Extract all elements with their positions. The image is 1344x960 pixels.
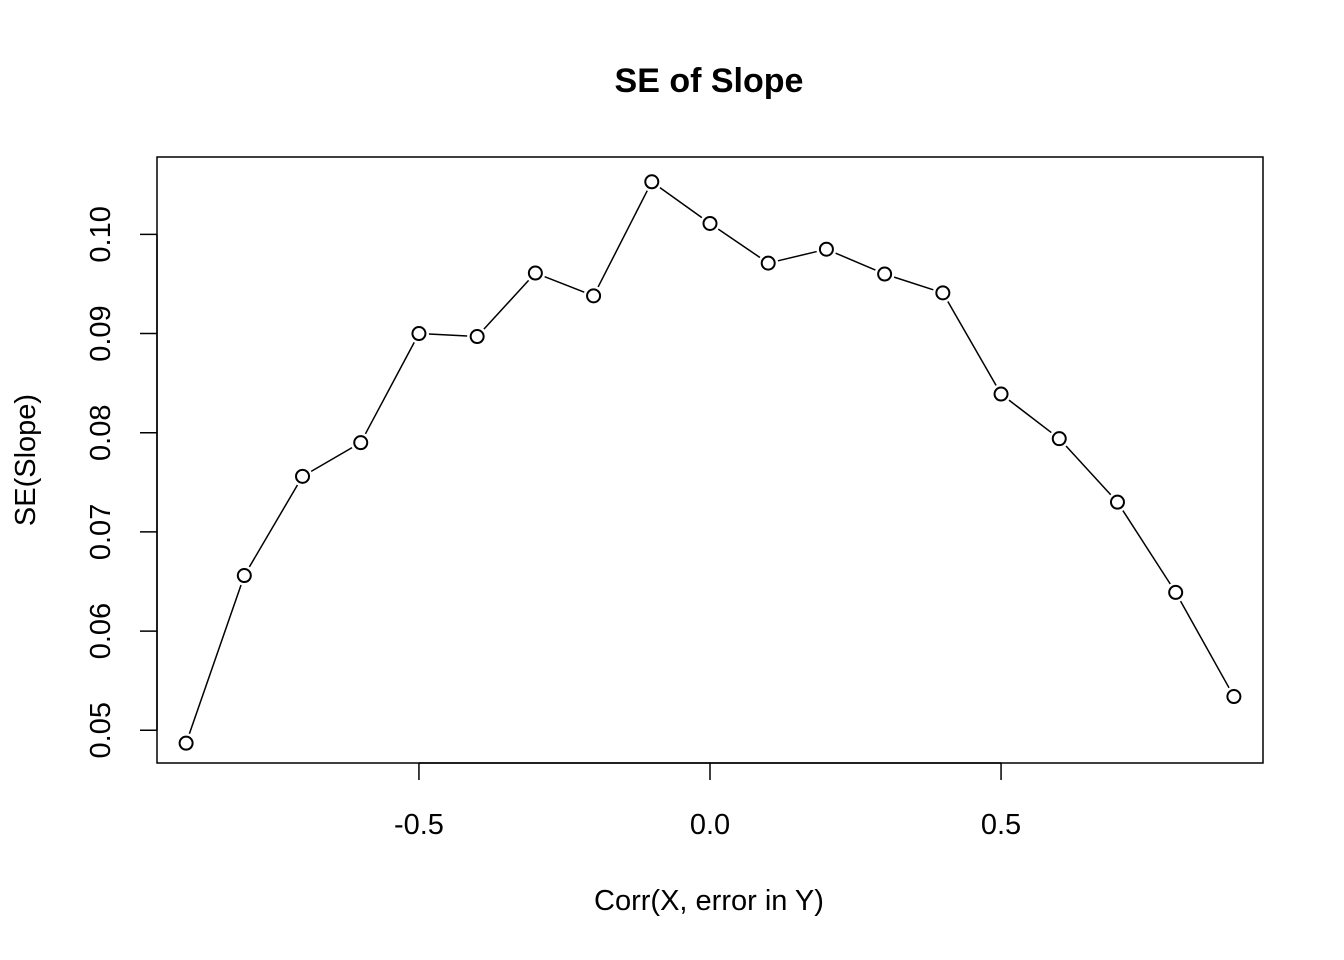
y-tick-label: 0.06 xyxy=(85,603,117,659)
series-segment xyxy=(893,276,934,291)
series-segment xyxy=(717,228,761,259)
x-tick-label: 0.0 xyxy=(690,809,730,841)
data-point xyxy=(527,265,543,281)
series-line xyxy=(188,187,1230,734)
data-point xyxy=(586,288,602,304)
series-points xyxy=(178,174,1242,751)
data-point xyxy=(1051,431,1067,447)
data-point xyxy=(877,266,893,282)
y-tick-label: 0.07 xyxy=(85,504,117,560)
data-point xyxy=(469,329,485,345)
series-segment xyxy=(1122,510,1171,585)
series-segment xyxy=(659,187,703,219)
data-point xyxy=(702,215,718,231)
series-segment xyxy=(483,279,530,330)
data-point xyxy=(295,468,311,484)
x-axis-label: Corr(X, error in Y) xyxy=(594,885,824,917)
series-segment xyxy=(947,301,997,386)
series-segment xyxy=(364,342,415,435)
x-tick-label: 0.5 xyxy=(981,809,1021,841)
x-axis: -0.5 0.0 0.5 xyxy=(394,762,1021,841)
x-tick-label: -0.5 xyxy=(394,809,444,841)
chart-title: SE of Slope xyxy=(615,62,804,100)
data-point xyxy=(818,241,834,257)
series-segment xyxy=(310,447,353,473)
series-segment xyxy=(428,333,468,337)
data-point xyxy=(993,386,1009,402)
data-point xyxy=(1226,689,1242,705)
y-tick-label: 0.09 xyxy=(85,305,117,361)
series-segment xyxy=(248,484,299,568)
series-segment xyxy=(1179,600,1230,689)
data-point xyxy=(411,326,427,342)
data-point xyxy=(935,285,951,301)
data-point xyxy=(236,568,252,584)
series-segment xyxy=(835,252,876,271)
y-tick-label: 0.08 xyxy=(85,404,117,460)
series-segment xyxy=(544,275,585,293)
series-segment xyxy=(188,584,242,734)
data-point xyxy=(760,255,776,271)
data-point xyxy=(1109,494,1125,510)
y-tick-label: 0.05 xyxy=(85,702,117,758)
series-segment xyxy=(1008,399,1052,434)
series-segment xyxy=(777,250,817,262)
y-axis-label: SE(Slope) xyxy=(10,394,42,526)
data-point xyxy=(353,435,369,451)
y-axis: 0.05 0.06 0.07 0.08 0.09 0.10 xyxy=(85,206,158,758)
series-segment xyxy=(1065,445,1112,496)
data-point xyxy=(644,174,660,190)
series-segment xyxy=(597,190,648,288)
data-point xyxy=(178,735,194,751)
plot-frame xyxy=(156,156,1264,764)
y-tick-label: 0.10 xyxy=(85,206,117,262)
data-point xyxy=(1168,584,1184,600)
